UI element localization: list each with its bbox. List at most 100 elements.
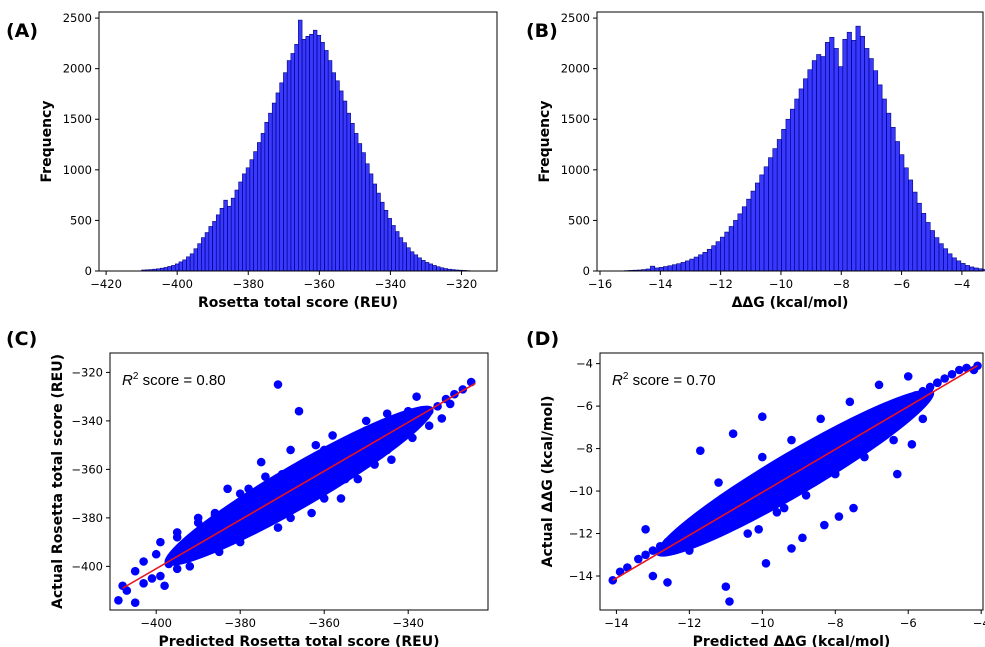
scatter-point [172,528,182,537]
scatter-point [273,523,283,532]
y-tick-label: −360 [71,462,103,476]
y-tick-label: −4 [576,357,593,371]
histogram-bar [859,35,865,272]
histogram-bar [658,267,664,272]
scatter-point [779,503,789,513]
r2-annotation: R2 score = 0.70 [612,371,716,389]
histogram-bar [271,102,277,272]
histogram-bar [698,254,704,272]
scatter-point [706,510,716,519]
histogram-bar [829,36,835,272]
r2-value: score = 0.80 [138,372,225,389]
histogram-bar [186,256,191,272]
histogram-bar [391,225,396,272]
histogram-bar [268,112,273,272]
histogram-bar [663,266,669,272]
scatter-point [838,433,847,443]
histogram-bar [312,29,318,272]
histogram-bar [886,112,892,272]
histogram-bar [193,248,198,272]
scatter-point [336,494,346,503]
histogram-bar [212,221,217,272]
scatter-point [403,406,413,416]
scatter-point [634,554,643,564]
scatter-point [896,399,906,409]
x-tick-label: −400 [140,616,172,630]
x-tick-label: −380 [224,616,256,630]
scatter-point [758,412,767,422]
histogram-bar [746,198,752,272]
scatter-point [820,520,829,530]
scatter-point [816,414,825,424]
scatter-point [387,455,396,464]
x-tick-label: −400 [161,277,193,291]
scatter-panel-d: R2 score = 0.70 −14 −12 −10 −8 −6 −4 −14 −12 −10 −… [540,352,985,647]
scatter-point [692,518,701,528]
histogram-bar [711,245,717,272]
scatter-point [340,474,350,484]
histogram-bar [951,257,957,272]
x-tick-label: −340 [375,277,407,291]
histogram-bar [960,263,966,272]
scatter-point [816,446,825,456]
histogram-bar [650,265,656,272]
histogram-bar [238,181,243,272]
scatter-point [772,471,782,481]
scatter-point [798,533,807,543]
scatter-point [277,469,287,479]
histogram-bar [706,248,712,272]
histogram-bar [223,199,228,272]
y-tick-label: −6 [576,399,593,413]
scatter-point [830,469,840,479]
histogram-bar [309,33,314,272]
scatter-point [852,425,862,434]
histogram-bar [671,264,677,272]
histogram-bar [824,42,830,272]
histogram-bar [925,222,931,272]
histogram-bar [305,35,310,272]
histogram-panel-a: −420 −400 −380 −360 −340 −320 0 500 1000 1500 2000… [39,11,498,311]
y-tick-label: −8 [576,442,593,456]
histogram-bar [380,201,385,272]
x-tick-label: −14 [648,277,672,291]
x-axis-title: Rosetta total score (REU) [198,295,398,311]
histogram-bar [846,31,852,272]
scatter-point [696,446,705,456]
histogram-bar [421,260,426,272]
y-tick-label: −10 [569,484,593,498]
y-axis-title: Actual Rosetta total score (REU) [50,354,66,609]
scatter-point [685,546,694,555]
scatter-point [721,582,731,591]
x-tick-label: −6 [893,277,910,291]
x-tick-label: −360 [308,616,340,630]
r2-annotation: R2 score = 0.80 [122,371,226,389]
scatter-points [608,361,982,606]
scatter-point [940,374,949,383]
histogram-bar [938,243,944,272]
histogram-bar [219,207,225,272]
histogram-bar [424,262,430,272]
histogram-bar [294,44,299,272]
x-tick-label: −8 [827,616,844,630]
histogram-bar [320,42,325,272]
histogram-bar [772,148,778,272]
histogram-bar [234,189,239,272]
scatter-point [156,571,165,581]
scatter-point [874,412,884,422]
scatter-point [830,437,840,447]
scatter-point [130,598,140,608]
scatter-point [336,440,346,450]
scatter-point [699,514,709,523]
scatter-point [845,397,855,407]
scatter-point [172,564,182,574]
histogram-bar [260,133,266,272]
histogram-bar [342,100,348,272]
histogram-bar [215,214,221,272]
x-axis-title: Predicted Rosetta total score (REU) [159,634,440,647]
scatter-point [648,546,658,555]
y-tick-label: 1500 [561,112,590,126]
histogram-bar [733,220,739,272]
plot-frame [98,11,498,272]
histogram-bar [354,133,359,272]
scatter-point [794,459,804,468]
